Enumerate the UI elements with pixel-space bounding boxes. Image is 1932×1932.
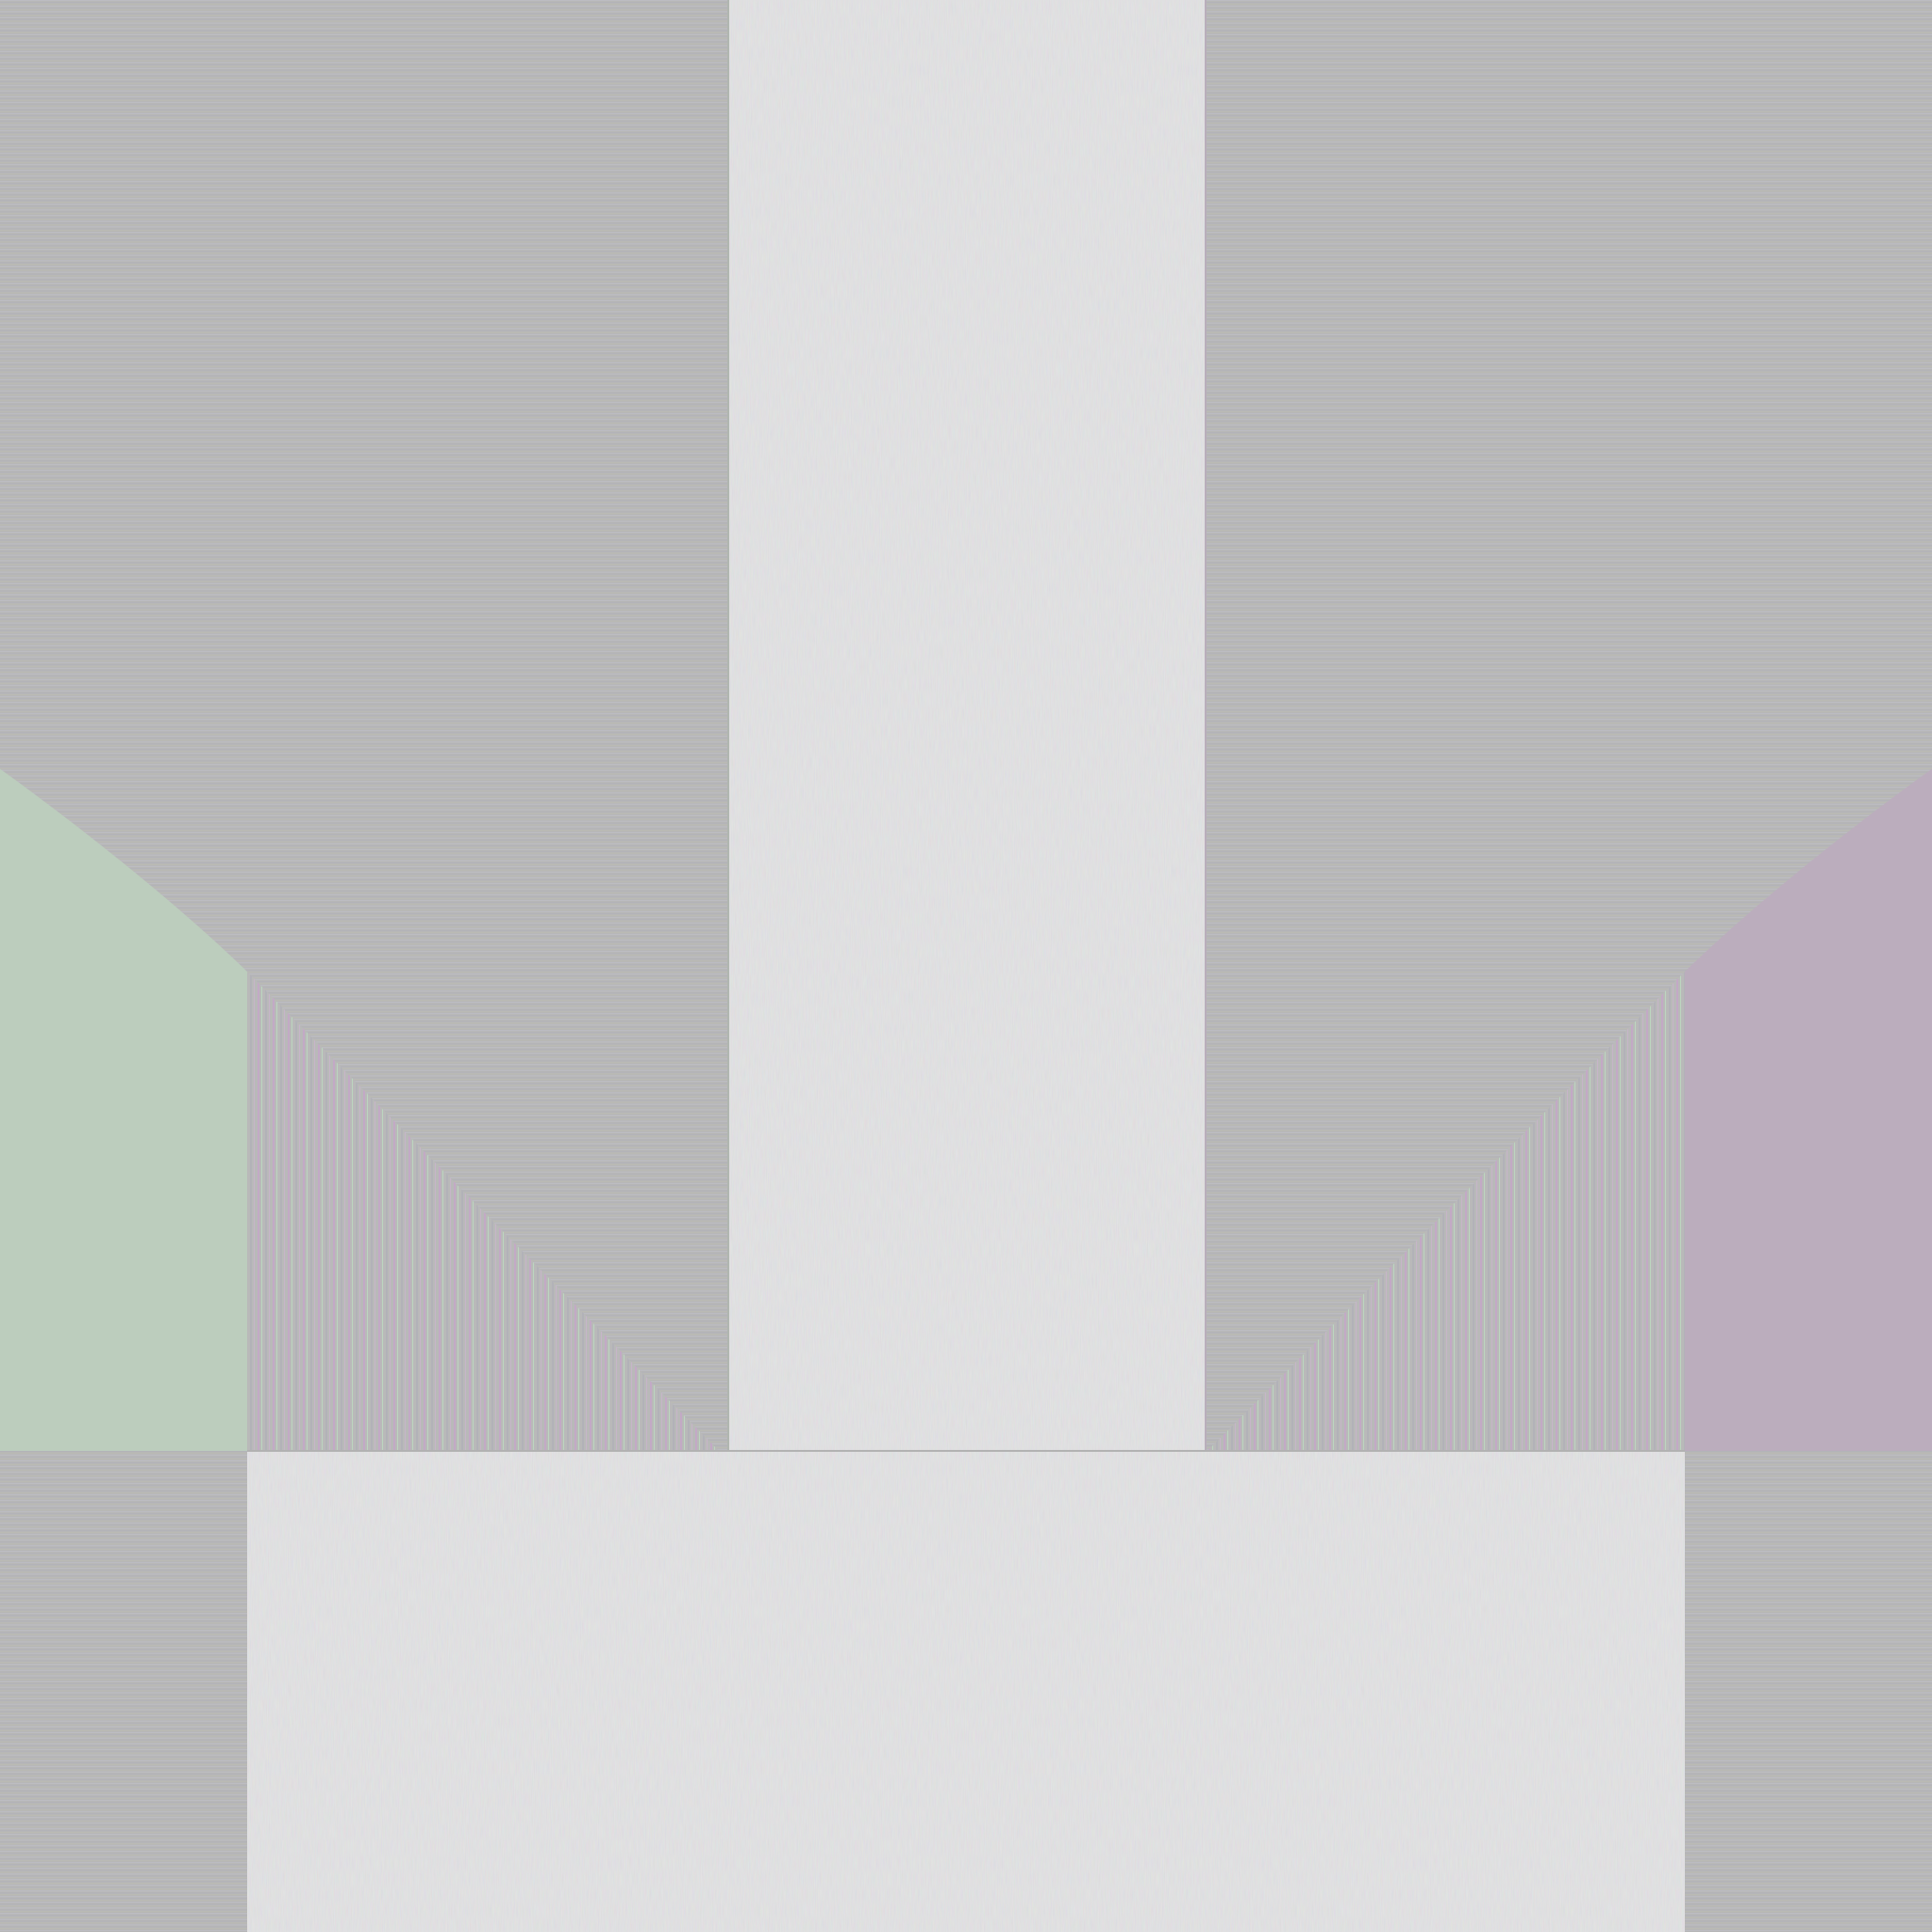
bottom-right-margin [1685,1451,1932,1932]
right-diagonal-streaks [1208,972,1685,1451]
right-wing [1685,769,1932,1451]
left-diagonal-streaks [247,972,719,1451]
arrow-shaft-grain [728,0,1206,1453]
arrow-base-grain [247,1451,1685,1932]
bottom-left-margin [0,1451,247,1932]
left-wing [0,769,247,1451]
